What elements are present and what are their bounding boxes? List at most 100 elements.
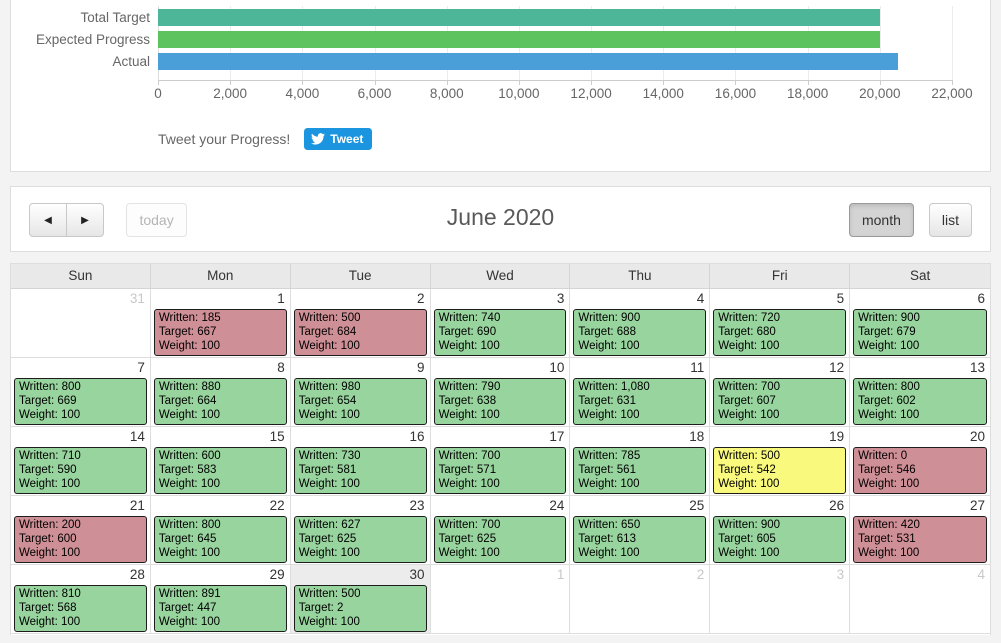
day-progress-event[interactable]: Written: 900 Target: 679 Weight: 100 — [853, 309, 987, 356]
calendar-day-cell-3[interactable]: 3 Written: 740 Target: 690 Weight: 100 — [430, 289, 571, 358]
day-progress-event[interactable]: Written: 810 Target: 568 Weight: 100 — [14, 585, 147, 632]
day-progress-event[interactable]: Written: 980 Target: 654 Weight: 100 — [293, 378, 427, 425]
calendar-day-cell-31[interactable]: 31 — [11, 289, 151, 358]
calendar-day-cell-19[interactable]: 19 Written: 500 Target: 542 Weight: 100 — [710, 427, 851, 496]
chart-x-tick-label: 10,000 — [498, 86, 540, 101]
event-written-line: Written: 720 — [718, 312, 781, 324]
calendar-day-cell-16[interactable]: 16 Written: 730 Target: 581 Weight: 100 — [290, 427, 431, 496]
event-weight-line: Weight: 100 — [578, 340, 640, 352]
event-written-line: Written: 0 — [858, 450, 908, 462]
day-progress-event[interactable]: Written: 600 Target: 583 Weight: 100 — [153, 447, 287, 494]
calendar-day-cell-10[interactable]: 10 Written: 790 Target: 638 Weight: 100 — [430, 358, 571, 427]
prev-month-button[interactable]: ◀ — [29, 203, 67, 237]
event-weight-line: Weight: 100 — [158, 340, 221, 352]
calendar-day-cell-1[interactable]: 1 Written: 185 Target: 667 Weight: 100 — [150, 289, 291, 358]
event-weight-line: Weight: 100 — [858, 409, 920, 421]
event-written-line: Written: 891 — [158, 588, 221, 600]
calendar-day-cell-12[interactable]: 12 Written: 700 Target: 607 Weight: 100 — [710, 358, 851, 427]
calendar-day-cell-17[interactable]: 17 Written: 700 Target: 571 Weight: 100 — [430, 427, 571, 496]
event-written-line: Written: 710 — [19, 450, 81, 462]
chart-x-tick-label: 2,000 — [213, 86, 248, 101]
day-progress-event[interactable]: Written: 880 Target: 664 Weight: 100 — [153, 378, 287, 425]
calendar-day-cell-1[interactable]: 1 — [430, 565, 571, 634]
calendar-day-cell-5[interactable]: 5 Written: 720 Target: 680 Weight: 100 — [710, 289, 851, 358]
calendar-day-cell-15[interactable]: 15 Written: 600 Target: 583 Weight: 100 — [150, 427, 291, 496]
day-progress-event[interactable]: Written: 900 Target: 688 Weight: 100 — [573, 309, 707, 356]
calendar-day-cell-14[interactable]: 14 Written: 710 Target: 590 Weight: 100 — [11, 427, 151, 496]
calendar-day-cell-11[interactable]: 11 Written: 1,080 Target: 631 Weight: 100 — [570, 358, 711, 427]
day-progress-event[interactable]: Written: 500 Target: 684 Weight: 100 — [293, 309, 427, 356]
tweet-button[interactable]: Tweet — [304, 128, 373, 150]
calendar-day-cell-22[interactable]: 22 Written: 800 Target: 645 Weight: 100 — [150, 496, 291, 565]
event-target-line: Target: 680 — [718, 326, 776, 338]
calendar-day-cell-18[interactable]: 18 Written: 785 Target: 561 Weight: 100 — [570, 427, 711, 496]
day-progress-event[interactable]: Written: 900 Target: 605 Weight: 100 — [713, 516, 847, 563]
event-target-line: Target: 664 — [158, 395, 217, 407]
chart-x-tick-label: 12,000 — [570, 86, 612, 101]
day-number: 2 — [696, 567, 705, 582]
today-button[interactable]: today — [126, 203, 187, 237]
calendar-day-cell-23[interactable]: 23 Written: 627 Target: 625 Weight: 100 — [290, 496, 431, 565]
chart-category-label: Expected Progress — [35, 32, 150, 47]
calendar-day-cell-6[interactable]: 6 Written: 900 Target: 679 Weight: 100 — [850, 289, 990, 358]
day-progress-event[interactable]: Written: 800 Target: 669 Weight: 100 — [14, 378, 147, 425]
day-progress-event[interactable]: Written: 650 Target: 613 Weight: 100 — [573, 516, 707, 563]
event-weight-line: Weight: 100 — [19, 616, 81, 628]
calendar-day-cell-7[interactable]: 7 Written: 800 Target: 669 Weight: 100 — [11, 358, 151, 427]
event-written-line: Written: 800 — [858, 381, 920, 393]
calendar-day-cell-2[interactable]: 2 Written: 500 Target: 684 Weight: 100 — [290, 289, 431, 358]
day-progress-event[interactable]: Written: 740 Target: 690 Weight: 100 — [433, 309, 567, 356]
day-progress-event[interactable]: Written: 500 Target: 542 Weight: 100 — [713, 447, 847, 494]
day-progress-event[interactable]: Written: 700 Target: 625 Weight: 100 — [433, 516, 567, 563]
day-progress-event[interactable]: Written: 720 Target: 680 Weight: 100 — [713, 309, 847, 356]
day-progress-event[interactable]: Written: 0 Target: 546 Weight: 100 — [853, 447, 987, 494]
calendar-day-cell-25[interactable]: 25 Written: 650 Target: 613 Weight: 100 — [570, 496, 711, 565]
day-progress-event[interactable]: Written: 1,080 Target: 631 Weight: 100 — [573, 378, 707, 425]
calendar-day-cell-13[interactable]: 13 Written: 800 Target: 602 Weight: 100 — [850, 358, 990, 427]
event-target-line: Target: 679 — [858, 326, 916, 338]
calendar-day-cell-4[interactable]: 4 — [850, 565, 990, 634]
day-progress-event[interactable]: Written: 500 Target: 2 Weight: 100 — [293, 585, 427, 632]
day-progress-event[interactable]: Written: 891 Target: 447 Weight: 100 — [153, 585, 287, 632]
day-progress-event[interactable]: Written: 700 Target: 571 Weight: 100 — [433, 447, 567, 494]
calendar-day-cell-28[interactable]: 28 Written: 810 Target: 568 Weight: 100 — [11, 565, 151, 634]
day-progress-event[interactable]: Written: 790 Target: 638 Weight: 100 — [433, 378, 567, 425]
calendar-day-cell-20[interactable]: 20 Written: 0 Target: 546 Weight: 100 — [850, 427, 990, 496]
day-progress-event[interactable]: Written: 200 Target: 600 Weight: 100 — [14, 516, 147, 563]
calendar-day-cell-30[interactable]: 30 Written: 500 Target: 2 Weight: 100 — [290, 565, 431, 634]
month-nav-group: ◀ ▶ — [29, 203, 104, 237]
calendar-day-cell-2[interactable]: 2 — [570, 565, 711, 634]
day-progress-event[interactable]: Written: 420 Target: 531 Weight: 100 — [853, 516, 987, 563]
event-weight-line: Weight: 100 — [718, 409, 780, 421]
calendar-day-cell-27[interactable]: 27 Written: 420 Target: 531 Weight: 100 — [850, 496, 990, 565]
event-weight-line: Weight: 100 — [578, 409, 640, 421]
calendar-day-cell-29[interactable]: 29 Written: 891 Target: 447 Weight: 100 — [150, 565, 291, 634]
next-month-button[interactable]: ▶ — [66, 203, 104, 237]
list-view-button[interactable]: list — [928, 203, 972, 237]
calendar-day-cell-3[interactable]: 3 — [710, 565, 851, 634]
day-progress-event[interactable]: Written: 800 Target: 602 Weight: 100 — [853, 378, 987, 425]
day-number: 2 — [417, 291, 425, 306]
day-progress-event[interactable]: Written: 627 Target: 625 Weight: 100 — [293, 516, 427, 563]
day-progress-event[interactable]: Written: 800 Target: 645 Weight: 100 — [153, 516, 287, 563]
event-written-line: Written: 980 — [298, 381, 361, 393]
calendar-day-cell-9[interactable]: 9 Written: 980 Target: 654 Weight: 100 — [290, 358, 431, 427]
chart-tick-mark — [735, 80, 737, 85]
chart-x-tick-label: 16,000 — [714, 86, 757, 101]
event-weight-line: Weight: 100 — [438, 409, 500, 421]
event-weight-line: Weight: 100 — [858, 478, 920, 490]
calendar-day-cell-26[interactable]: 26 Written: 900 Target: 605 Weight: 100 — [710, 496, 851, 565]
event-written-line: Written: 500 — [298, 588, 361, 600]
calendar-day-cell-21[interactable]: 21 Written: 200 Target: 600 Weight: 100 — [11, 496, 151, 565]
day-progress-event[interactable]: Written: 185 Target: 667 Weight: 100 — [153, 309, 287, 356]
day-progress-event[interactable]: Written: 730 Target: 581 Weight: 100 — [293, 447, 427, 494]
month-view-button[interactable]: month — [848, 203, 914, 237]
calendar-day-cell-4[interactable]: 4 Written: 900 Target: 688 Weight: 100 — [570, 289, 711, 358]
event-target-line: Target: 645 — [158, 533, 217, 545]
day-progress-event[interactable]: Written: 710 Target: 590 Weight: 100 — [14, 447, 147, 494]
day-progress-event[interactable]: Written: 700 Target: 607 Weight: 100 — [713, 378, 847, 425]
day-progress-event[interactable]: Written: 785 Target: 561 Weight: 100 — [573, 447, 707, 494]
calendar-day-cell-24[interactable]: 24 Written: 700 Target: 625 Weight: 100 — [430, 496, 571, 565]
event-target-line: Target: 590 — [19, 464, 77, 476]
calendar-day-cell-8[interactable]: 8 Written: 880 Target: 664 Weight: 100 — [150, 358, 291, 427]
